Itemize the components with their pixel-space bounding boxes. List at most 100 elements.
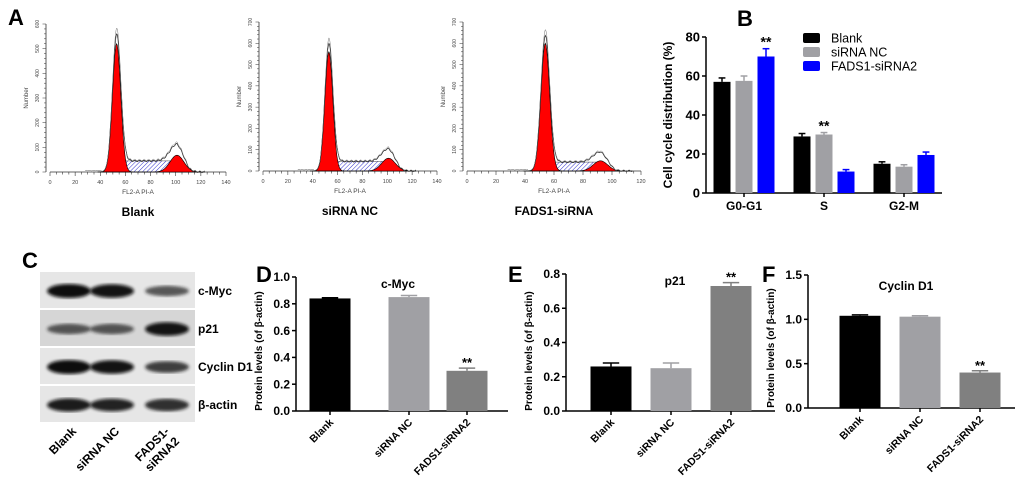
y-tick-label: 0.5 xyxy=(785,357,802,371)
y-tick-label: 0.8 xyxy=(543,267,560,281)
x-tick-label: 20 xyxy=(493,179,499,185)
x-tick-label: 40 xyxy=(522,179,528,185)
fit-curve xyxy=(310,37,416,172)
significance-marker: ** xyxy=(761,34,772,50)
y-tick-label: 200 xyxy=(35,118,41,127)
x-tick-label: 20 xyxy=(285,179,291,185)
x-tick-label: 60 xyxy=(122,180,128,186)
y-tick-label: 600 xyxy=(248,39,254,48)
bar-FADS1-siRNA2 xyxy=(959,372,1001,408)
y-tick-label: 500 xyxy=(248,60,254,69)
bar-FADS1-siRNA2 xyxy=(710,285,752,411)
y-axis-label: Number xyxy=(237,86,243,107)
debris-curve xyxy=(85,170,102,172)
chart-title: p21 xyxy=(665,274,686,288)
bar-Blank xyxy=(839,315,881,408)
y-tick-label: 0.4 xyxy=(273,351,290,365)
fit-curve xyxy=(97,27,205,173)
chart-title: Cyclin D1 xyxy=(879,279,934,293)
legend-label: Blank xyxy=(831,32,863,46)
y-tick-label: 100 xyxy=(35,143,41,152)
legend-label: FADS1-siRNA2 xyxy=(831,60,917,74)
lane-label: Blank xyxy=(46,424,79,457)
y-axis-label: Protein levels (of β-actin) xyxy=(254,291,265,410)
bar-Blank xyxy=(309,298,351,411)
cell-cycle-chart: 0 20 40 60 80 Cell cycle distribution (%) G0-G… xyxy=(661,30,942,213)
y-tick-label: 0.2 xyxy=(273,377,290,391)
total-curve xyxy=(310,42,416,172)
x-tick-label: FADS1-siRNA2 xyxy=(412,417,473,478)
chart-title: c-Myc xyxy=(381,277,415,291)
legend-swatch xyxy=(803,61,820,71)
bar-Blank xyxy=(873,163,891,193)
protein-band xyxy=(90,323,134,335)
histogram-title: FADS1-siRNA xyxy=(515,204,594,218)
panel-label-b: B xyxy=(737,6,753,31)
bar-FADS1-siRNA2 xyxy=(917,154,935,193)
bar-FADS1-siRNA2 xyxy=(757,56,775,193)
panel-label-a: A xyxy=(8,5,24,30)
y-tick-label: 0.8 xyxy=(273,297,290,311)
x-tick-label: 0 xyxy=(261,179,264,185)
x-axis-label: FL2-A PI-A xyxy=(538,188,570,195)
x-tick-label: 100 xyxy=(383,179,392,185)
y-tick-label: 600 xyxy=(35,20,41,29)
x-tick-label: 60 xyxy=(551,179,557,185)
x-tick-label: 40 xyxy=(97,180,103,186)
x-tick-label: FADS1-siRNA2 xyxy=(676,417,737,478)
bar-FADS1-siRNA2 xyxy=(837,171,855,193)
y-tick-label: 500 xyxy=(35,44,41,53)
y-tick-label: 300 xyxy=(248,103,254,112)
bar-siRNA NC xyxy=(735,80,753,193)
y-tick-label: 300 xyxy=(452,103,458,112)
x-tick-label: 80 xyxy=(148,180,154,186)
legend-swatch xyxy=(803,47,820,57)
y-tick-label: 600 xyxy=(452,39,458,48)
y-tick-label: 300 xyxy=(35,94,41,103)
protein-band xyxy=(145,361,189,373)
y-tick-label: 0.0 xyxy=(543,404,560,418)
histogram-title: siRNA NC xyxy=(322,204,379,218)
bar-Blank xyxy=(713,81,731,193)
y-tick-label: 0.0 xyxy=(273,404,290,418)
y-tick-label: 0 xyxy=(248,169,254,172)
x-tick-label: FADS1-siRNA2 xyxy=(925,414,986,475)
x-tick-label: 20 xyxy=(72,180,78,186)
histogram-A1: 0 20 40 60 80 100 120 140 0 100 200 300 400 500 600 Num… xyxy=(24,20,231,219)
protein-chart-c-myc: 0.0 0.2 0.4 0.6 0.8 1.0 Protein levels (of β-a… xyxy=(254,270,508,478)
y-tick-label: 100 xyxy=(248,145,254,154)
protein-band xyxy=(90,284,134,298)
y-tick-label: 1.0 xyxy=(273,270,290,284)
bar-Blank xyxy=(793,136,811,193)
blot-label: β-actin xyxy=(198,398,237,412)
y-tick-label: 700 xyxy=(248,18,254,27)
x-tick-label: Blank xyxy=(307,417,336,446)
bar-siRNA NC xyxy=(650,368,692,411)
y-tick-label: 100 xyxy=(452,145,458,154)
x-tick-label: G2-M xyxy=(889,199,919,213)
protein-band xyxy=(90,360,134,374)
y-tick-label: 0.0 xyxy=(785,401,802,415)
y-tick-label: 200 xyxy=(452,124,458,133)
panel-label-d: D xyxy=(256,262,272,287)
x-tick-label: siRNA NC xyxy=(883,413,927,457)
x-tick-label: 60 xyxy=(335,179,341,185)
x-tick-label: 0 xyxy=(465,179,468,185)
y-tick-label: 1.5 xyxy=(785,268,802,282)
x-tick-label: 120 xyxy=(408,179,417,185)
y-tick-label: 400 xyxy=(248,81,254,90)
y-tick-label: 80 xyxy=(686,30,700,45)
blot-label: Cyclin D1 xyxy=(198,360,253,374)
significance-marker: ** xyxy=(726,270,737,285)
x-tick-label: 140 xyxy=(221,180,230,186)
bar-siRNA NC xyxy=(899,316,941,408)
protein-band xyxy=(47,284,91,298)
protein-band xyxy=(47,398,91,412)
histogram-title: Blank xyxy=(122,205,155,219)
x-tick-label: 40 xyxy=(310,179,316,185)
fit-curve xyxy=(523,28,633,172)
panel-label-e: E xyxy=(508,262,523,287)
x-tick-label: 140 xyxy=(432,179,441,185)
y-axis-label: Number xyxy=(24,87,30,108)
